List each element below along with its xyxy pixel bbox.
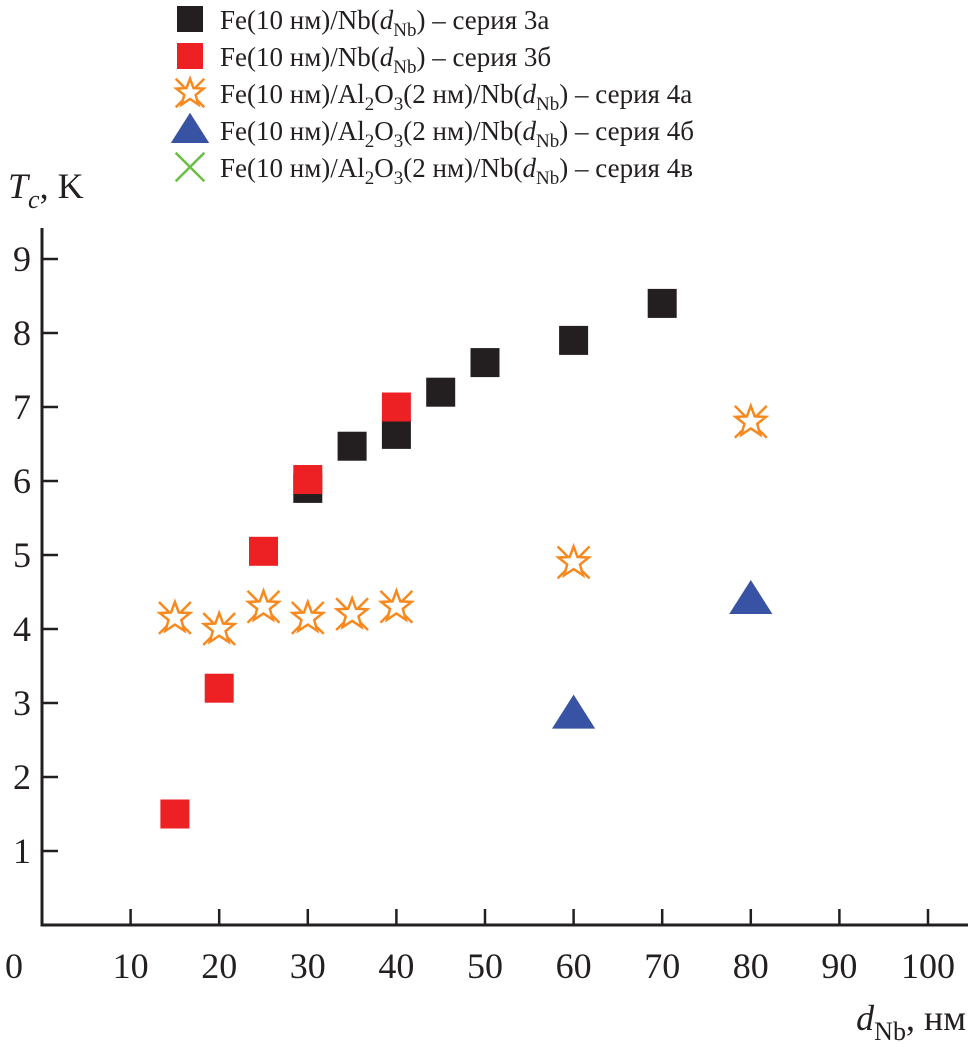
data-point [249, 536, 278, 566]
y-tick-label: 6 [13, 461, 31, 501]
data-point [732, 402, 770, 439]
y-tick-label: 9 [13, 239, 31, 279]
y-ticks: 1 2 3 4 5 6 7 8 9 [13, 239, 58, 871]
data-point [729, 579, 773, 614]
data-point [381, 392, 411, 422]
data-point [552, 694, 596, 729]
series-3 [156, 402, 770, 646]
data-point [381, 419, 411, 449]
x-axis-title-symbol: d [856, 998, 875, 1038]
x-tick-label: 70 [644, 946, 680, 986]
legend-label: Fe(10 нм)/Nb(dNb) – серия 3б [220, 42, 551, 78]
data-point [426, 377, 456, 407]
y-tick-label: 8 [13, 313, 31, 353]
y-tick-label: 7 [13, 387, 31, 427]
data-points [156, 288, 773, 829]
series-1 [293, 288, 677, 503]
y-tick-label: 3 [13, 683, 31, 723]
data-point [470, 348, 500, 378]
x-axis-title-subscript: Nb [874, 1017, 906, 1046]
legend-marker-star-cross-icon [173, 75, 207, 109]
legend-marker-square-icon [177, 43, 203, 69]
x-tick-label: 60 [556, 946, 592, 986]
y-tick-label: 4 [13, 609, 31, 649]
series-4 [552, 579, 773, 729]
x-tick-label: 50 [467, 946, 503, 986]
data-point [293, 465, 323, 495]
x-tick-label: 30 [290, 946, 326, 986]
data-point [156, 598, 194, 635]
data-point [244, 587, 283, 624]
x-tick-label: 0 [5, 946, 23, 986]
legend-item: Fe(10 нм)/Al2O3(2 нм)/Nb(dNb) – серия 4а [173, 75, 692, 115]
legend-marker-cross-icon [174, 151, 206, 183]
x-tick-label: 90 [821, 946, 857, 986]
data-point [333, 594, 371, 632]
x-axis-title-unit: , нм [906, 998, 966, 1038]
data-point [555, 542, 593, 580]
y-tick-label: 2 [13, 757, 31, 797]
y-axis-title: Tc, K [8, 166, 84, 214]
x-axis-title: dNb, нм [856, 998, 966, 1046]
legend-item: Fe(10 нм)/Nb(dNb) – серия 3б [177, 42, 551, 78]
axes: 1 2 3 4 5 6 7 8 9 0 10 20 30 40 50 60 70 80 90 100 [5, 228, 968, 986]
y-tick-label: 5 [13, 535, 31, 575]
data-point [200, 609, 238, 646]
data-point [559, 325, 589, 355]
legend-label: Fe(10 нм)/Al2O3(2 нм)/Nb(dNb) – серия 4б [220, 116, 694, 152]
data-point [377, 587, 415, 624]
x-tick-label: 20 [201, 946, 237, 986]
x-tick-label: 80 [733, 946, 769, 986]
legend-label: Fe(10 нм)/Nb(dNb) – серия 3а [220, 5, 549, 41]
legend-item: Fe(10 нм)/Al2O3(2 нм)/Nb(dNb) – серия 4б [170, 112, 694, 152]
x-tick-label: 10 [113, 946, 149, 986]
data-point [160, 799, 190, 829]
data-point [204, 673, 234, 703]
legend-label: Fe(10 нм)/Al2O3(2 нм)/Nb(dNb) – серия 4в [220, 153, 693, 189]
y-tick-label: 1 [13, 831, 31, 871]
legend-marker-triangle-icon [170, 112, 210, 143]
x-tick-label: 40 [378, 946, 414, 986]
series-2 [160, 392, 411, 829]
legend-item: Fe(10 нм)/Al2O3(2 нм)/Nb(dNb) – серия 4в [174, 151, 693, 189]
x-tick-label: 100 [901, 946, 955, 986]
legend-marker-square-icon [177, 6, 203, 32]
legend-item: Fe(10 нм)/Nb(dNb) – серия 3а [177, 5, 549, 41]
y-axis-title-symbol: T [8, 166, 31, 206]
data-point [647, 288, 677, 318]
y-axis-title-subscript: c [28, 185, 40, 214]
x-ticks: 0 10 20 30 40 50 60 70 80 90 100 [5, 909, 955, 986]
data-point [337, 431, 367, 461]
legend-label: Fe(10 нм)/Al2O3(2 нм)/Nb(dNb) – серия 4а [220, 79, 692, 115]
y-axis-title-unit: , K [40, 166, 84, 206]
data-point [289, 598, 327, 635]
